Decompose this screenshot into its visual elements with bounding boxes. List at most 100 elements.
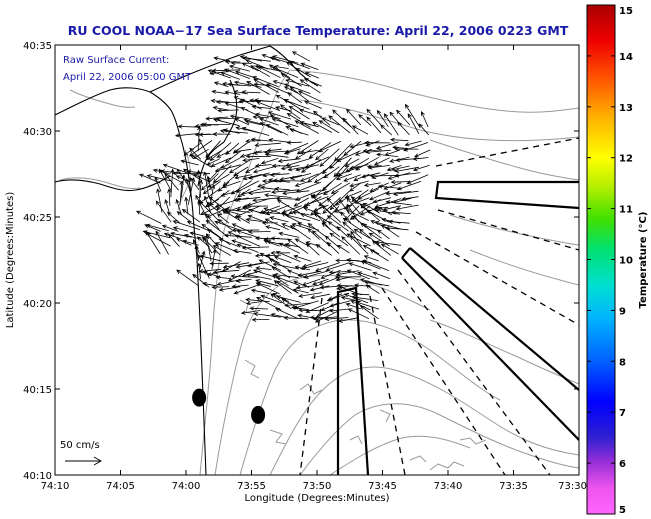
current-vector	[404, 103, 421, 128]
current-vector	[318, 140, 342, 153]
current-vector	[189, 147, 202, 160]
current-vector	[241, 126, 270, 136]
current-vector	[205, 116, 229, 121]
current-vector	[289, 86, 310, 103]
current-vector	[273, 64, 289, 70]
current-vector	[383, 113, 399, 136]
current-vector	[254, 163, 272, 168]
station-marker	[251, 405, 266, 424]
current-vector	[207, 69, 231, 79]
station-marker	[192, 388, 207, 407]
current-vector	[271, 66, 299, 78]
current-vector	[245, 154, 271, 159]
current-vector	[255, 112, 281, 119]
current-vector	[395, 204, 419, 211]
current-vector	[366, 108, 382, 126]
current-vector	[167, 233, 180, 247]
current-vector	[299, 79, 321, 94]
current-vector	[300, 62, 319, 70]
beam-outline-upper	[434, 180, 579, 210]
current-vector	[270, 189, 300, 195]
current-vector	[281, 298, 301, 310]
current-vector	[203, 171, 210, 197]
current-vector	[261, 220, 279, 225]
current-vector	[232, 248, 252, 254]
current-vector	[363, 182, 381, 188]
current-vector	[217, 108, 240, 113]
current-vector	[396, 109, 411, 126]
current-vector	[322, 196, 341, 215]
chart-title: RU COOL NOAA−17 Sea Surface Temperature:…	[68, 23, 569, 38]
current-vector	[166, 211, 181, 224]
current-vector	[219, 128, 249, 134]
current-vector	[367, 165, 390, 170]
current-vector	[281, 205, 302, 214]
current-vector	[363, 255, 379, 262]
current-vector	[374, 208, 400, 215]
current-vector	[329, 149, 351, 170]
colorbar-tick-label: 6	[619, 459, 626, 470]
current-vector	[328, 270, 350, 275]
current-vector	[291, 210, 310, 216]
colorbar-gradient	[586, 4, 616, 515]
current-vector	[326, 215, 349, 232]
current-vector	[299, 121, 319, 128]
current-vector	[391, 210, 411, 215]
current-vector	[300, 262, 329, 271]
current-vector	[323, 166, 340, 179]
current-vector	[181, 208, 201, 223]
current-vector	[342, 217, 362, 231]
current-vector	[241, 62, 259, 72]
current-vector	[201, 236, 221, 256]
current-vector	[342, 221, 363, 239]
current-vector	[313, 211, 331, 230]
current-vector	[229, 64, 250, 72]
current-vector	[224, 90, 241, 95]
current-vector	[289, 128, 309, 136]
current-vector	[294, 238, 311, 248]
plot-background	[55, 45, 579, 475]
current-vector	[250, 288, 269, 294]
current-vector	[340, 211, 352, 223]
current-vector	[346, 233, 371, 247]
y-axis: 40:10 40:15 40:20 40:25 40:30 40:35	[23, 41, 579, 482]
current-vector	[221, 180, 241, 189]
current-vector	[234, 174, 252, 180]
current-vector	[265, 253, 282, 258]
current-vector	[236, 188, 251, 198]
current-vector	[303, 270, 329, 279]
current-vector	[231, 239, 252, 247]
current-vector	[252, 76, 279, 88]
current-vector	[264, 152, 289, 158]
current-vector	[318, 120, 340, 134]
current-vector	[287, 269, 309, 279]
current-vector	[294, 189, 322, 201]
current-vector	[233, 284, 259, 295]
current-vector	[335, 173, 352, 181]
current-vector	[213, 118, 240, 127]
colorbar: 5 6 7 8 9 10 11 12 13 14 15 Temperature (°C)	[586, 4, 649, 516]
current-vector	[211, 285, 230, 290]
current-vector	[326, 241, 340, 254]
current-vector	[390, 179, 412, 185]
current-vector	[401, 196, 419, 201]
current-vector	[376, 141, 399, 150]
current-vector	[184, 196, 189, 215]
current-vector	[265, 124, 289, 136]
current-vector	[227, 82, 251, 87]
current-vector	[376, 152, 399, 157]
current-vector	[394, 166, 420, 173]
y-tick-label: 40:15	[23, 385, 52, 396]
current-vector	[259, 117, 279, 126]
current-vector	[350, 300, 371, 311]
current-vector	[385, 191, 412, 196]
current-vector	[345, 302, 362, 310]
current-vector	[212, 269, 240, 275]
current-vector	[212, 245, 231, 256]
current-vector	[368, 190, 390, 201]
current-vector	[154, 176, 162, 192]
current-vector	[268, 258, 289, 270]
current-vector	[391, 165, 410, 172]
current-vector	[310, 194, 332, 215]
current-vector	[275, 308, 299, 319]
